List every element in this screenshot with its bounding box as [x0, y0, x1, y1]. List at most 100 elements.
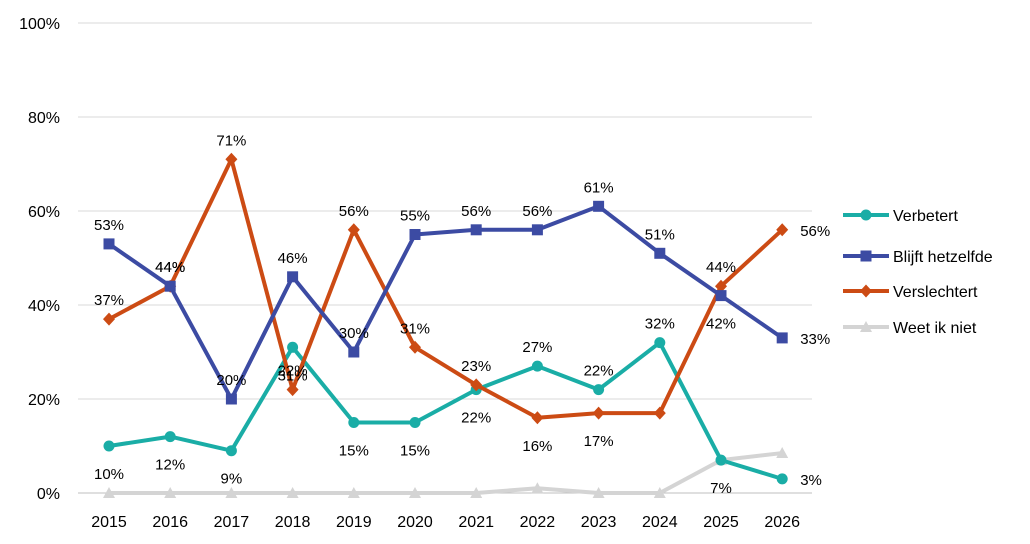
data-point — [287, 271, 299, 283]
data-point — [715, 290, 727, 302]
data-point — [225, 393, 237, 405]
data-point — [593, 200, 605, 212]
data-label: 44% — [706, 259, 736, 276]
legend-label: Blijft hetzelfde — [893, 249, 993, 266]
x-tick-label: 2019 — [336, 514, 372, 531]
x-tick-label: 2020 — [397, 514, 433, 531]
x-tick-label: 2022 — [520, 514, 556, 531]
data-point — [409, 417, 421, 428]
y-tick-label: 40% — [28, 298, 60, 315]
data-point — [286, 383, 299, 397]
data-point — [103, 312, 115, 326]
data-label: 30% — [339, 325, 369, 342]
data-point — [225, 152, 238, 166]
data-point — [470, 224, 482, 236]
data-point — [653, 487, 666, 498]
data-label: 17% — [584, 433, 614, 450]
data-label: 15% — [339, 443, 369, 460]
data-label: 53% — [94, 217, 124, 234]
series-lines — [103, 152, 789, 498]
legend-swatch-marker — [860, 284, 872, 298]
data-label: 33% — [800, 331, 830, 348]
y-axis: 0% 20% 40% 60% 80% 100% — [19, 16, 60, 503]
data-point — [654, 247, 666, 259]
data-point — [654, 337, 666, 349]
data-label: 22% — [584, 363, 614, 380]
data-point — [470, 378, 483, 392]
data-label: 12% — [155, 457, 185, 474]
data-point — [592, 406, 605, 420]
y-tick-label: 100% — [19, 16, 60, 33]
data-point — [409, 340, 421, 354]
y-tick-label: 80% — [28, 110, 60, 127]
x-axis: 2015 2016 2017 2018 2019 2020 2021 2022 2023 2024… — [91, 514, 800, 531]
series-line — [107, 204, 785, 401]
legend-swatch-marker — [860, 209, 872, 221]
x-tick-label: 2021 — [458, 514, 494, 531]
data-point — [715, 279, 727, 293]
data-point — [776, 332, 788, 344]
series-line — [107, 451, 785, 495]
legend-label: Verbetert — [893, 208, 958, 225]
data-point — [164, 487, 177, 498]
data-label: 3% — [800, 472, 822, 489]
data-point — [531, 411, 544, 425]
data-label: 37% — [94, 292, 124, 309]
data-label: 32% — [645, 316, 675, 333]
data-point — [592, 487, 605, 498]
data-label: 56% — [800, 223, 830, 240]
legend: Verbetert Blijft hetzelfde Verslechtert Wee… — [843, 208, 993, 337]
data-label: 44% — [155, 259, 185, 276]
data-label: 23% — [461, 358, 491, 375]
x-tick-label: 2024 — [642, 514, 678, 531]
data-label: 56% — [339, 203, 369, 220]
data-point — [348, 417, 360, 428]
y-tick-label: 0% — [37, 486, 60, 503]
data-point — [470, 487, 483, 498]
data-point — [409, 229, 421, 240]
data-point — [164, 280, 176, 292]
legend-label: Verslechtert — [893, 284, 978, 301]
data-point — [531, 482, 544, 494]
y-tick-label: 60% — [28, 204, 60, 221]
data-point — [103, 238, 115, 250]
data-labels: 10% 12% 9% 31% 15% 15% 22% 27% 22% 32% 7% 3% 53% 44% 2… — [94, 132, 830, 497]
data-point — [287, 341, 299, 353]
data-point — [347, 487, 360, 498]
x-tick-label: 2026 — [764, 514, 800, 531]
legend-swatch-marker — [860, 250, 872, 262]
data-label: 7% — [710, 480, 732, 497]
data-point — [715, 454, 727, 466]
data-point — [286, 487, 299, 498]
data-label: 55% — [400, 208, 430, 225]
x-tick-label: 2016 — [152, 514, 188, 531]
data-point — [776, 447, 789, 459]
data-point — [409, 487, 421, 498]
x-tick-label: 2025 — [703, 514, 739, 531]
data-label: 56% — [461, 203, 491, 220]
data-label: 22% — [278, 363, 308, 380]
x-tick-label: 2017 — [214, 514, 250, 531]
data-label: 61% — [584, 179, 614, 196]
data-label: 71% — [216, 132, 246, 149]
data-label: 56% — [522, 203, 552, 220]
data-point — [225, 445, 237, 457]
data-label: 20% — [216, 372, 246, 389]
data-point — [531, 224, 543, 236]
data-label: 27% — [522, 339, 552, 356]
data-label: 31% — [400, 320, 430, 337]
legend-label: Weet ik niet — [893, 320, 977, 337]
data-point — [348, 346, 360, 358]
data-label: 42% — [706, 316, 736, 333]
data-label: 22% — [461, 410, 491, 427]
data-label: 44% — [155, 259, 185, 276]
legend-swatch-marker — [860, 321, 872, 332]
x-tick-label: 2023 — [581, 514, 617, 531]
data-point — [531, 360, 543, 372]
data-point — [103, 440, 115, 452]
data-point — [653, 406, 666, 420]
data-point — [776, 473, 788, 485]
gridlines — [78, 22, 812, 494]
data-label: 9% — [221, 471, 243, 488]
data-label: 16% — [522, 438, 552, 455]
